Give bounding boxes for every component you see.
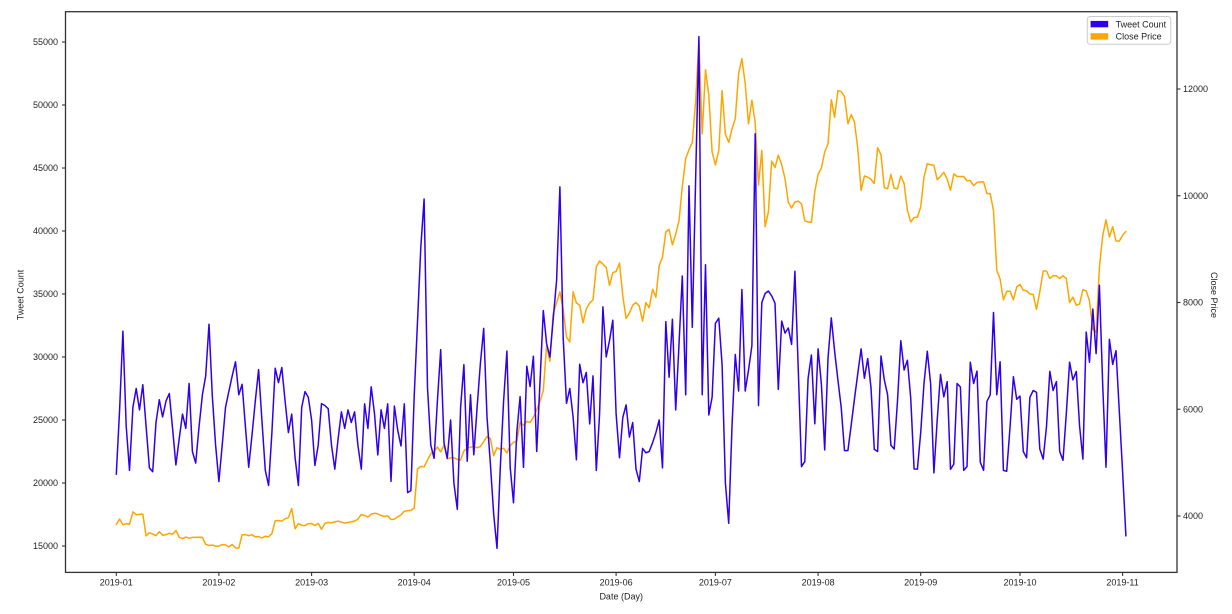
svg-text:40000: 40000 bbox=[33, 226, 58, 236]
svg-text:2019-08: 2019-08 bbox=[802, 578, 835, 588]
svg-text:30000: 30000 bbox=[33, 352, 58, 362]
svg-text:2019-03: 2019-03 bbox=[295, 578, 328, 588]
svg-text:2019-11: 2019-11 bbox=[1106, 578, 1138, 588]
svg-text:2019-10: 2019-10 bbox=[1003, 578, 1036, 588]
svg-text:6000: 6000 bbox=[1183, 404, 1203, 414]
svg-text:25000: 25000 bbox=[33, 415, 58, 425]
svg-text:20000: 20000 bbox=[33, 478, 58, 488]
svg-text:2019-09: 2019-09 bbox=[904, 578, 937, 588]
svg-text:Close Price: Close Price bbox=[1116, 32, 1162, 42]
svg-text:2019-05: 2019-05 bbox=[497, 578, 530, 588]
svg-text:55000: 55000 bbox=[33, 37, 58, 47]
svg-text:2019-06: 2019-06 bbox=[600, 578, 633, 588]
svg-text:Close Price: Close Price bbox=[1209, 272, 1219, 318]
svg-text:10000: 10000 bbox=[1183, 191, 1208, 201]
svg-text:12000: 12000 bbox=[1183, 84, 1208, 94]
svg-text:2019-02: 2019-02 bbox=[202, 578, 235, 588]
svg-text:2019-01: 2019-01 bbox=[100, 578, 133, 588]
svg-text:15000: 15000 bbox=[33, 541, 58, 551]
svg-text:45000: 45000 bbox=[33, 163, 58, 173]
svg-text:35000: 35000 bbox=[33, 289, 58, 299]
svg-text:Tweet Count: Tweet Count bbox=[16, 269, 26, 320]
svg-text:4000: 4000 bbox=[1183, 511, 1203, 521]
svg-text:2019-04: 2019-04 bbox=[398, 578, 431, 588]
svg-text:50000: 50000 bbox=[33, 100, 58, 110]
svg-text:Tweet Count: Tweet Count bbox=[1116, 19, 1167, 29]
svg-text:8000: 8000 bbox=[1183, 298, 1203, 308]
svg-text:Date (Day): Date (Day) bbox=[599, 592, 643, 602]
svg-text:2019-07: 2019-07 bbox=[699, 578, 732, 588]
